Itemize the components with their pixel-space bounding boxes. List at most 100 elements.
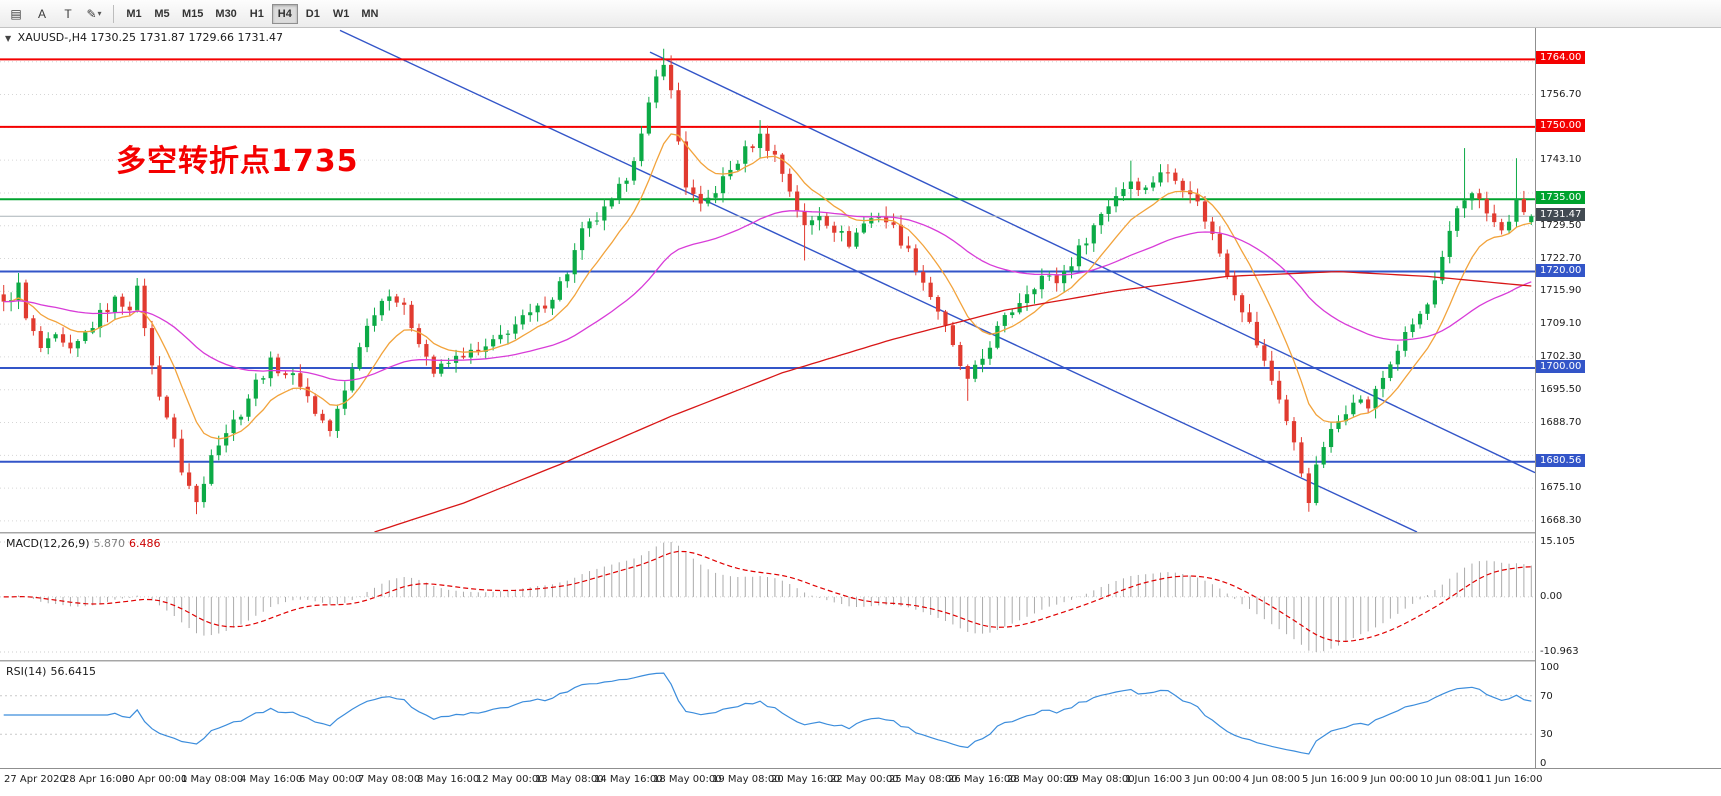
time-axis-label: 29 May 08:00 bbox=[1066, 774, 1135, 785]
rsi-axis-label: 70 bbox=[1540, 690, 1553, 702]
macd-signal-line bbox=[3, 550, 1532, 643]
drawing-tools-group: ▤ A T ✎ ▾ bbox=[3, 3, 107, 25]
rsi-axis-label: 100 bbox=[1540, 662, 1560, 673]
price-axis-label: 1709.10 bbox=[1540, 318, 1582, 330]
price-axis-label: 1702.30 bbox=[1540, 350, 1582, 362]
time-axis-label: 8 May 16:00 bbox=[417, 774, 480, 785]
rsi-axis-label: 30 bbox=[1540, 729, 1553, 741]
rsi-indicator-label: RSI(14) 56.6415 bbox=[6, 665, 96, 678]
toolbar: ▤ A T ✎ ▾ M1 M5 M15 M30 H1 H4 D1 W1 MN bbox=[0, 0, 1721, 28]
timeframe-h4[interactable]: H4 bbox=[271, 3, 298, 24]
timeframe-group: M1 M5 M15 M30 H1 H4 D1 W1 MN bbox=[120, 3, 384, 24]
time-axis-label: 11 Jun 16:00 bbox=[1479, 774, 1543, 785]
price-axis-label: 1715.90 bbox=[1540, 285, 1582, 297]
time-axis-label: 18 May 00:00 bbox=[653, 774, 722, 785]
time-axis-label: 14 May 16:00 bbox=[594, 774, 663, 785]
time-axis-label: 9 Jun 00:00 bbox=[1361, 774, 1419, 785]
charts-bar-tool[interactable]: ▤ bbox=[3, 3, 29, 25]
price-axis-label: 1695.50 bbox=[1540, 383, 1582, 395]
charts-bar-tool-icon: ▤ bbox=[10, 6, 22, 21]
time-axis-label: 5 Jun 16:00 bbox=[1302, 774, 1360, 785]
text-tool-icon: A bbox=[37, 6, 46, 21]
descending-trendline[interactable] bbox=[339, 29, 1418, 532]
price-axis-label: 1668.30 bbox=[1540, 514, 1582, 526]
level-price-badge-1700.00: 1700.00 bbox=[1536, 360, 1586, 374]
toolbar-separator bbox=[113, 4, 114, 23]
candles bbox=[1, 48, 1534, 515]
time-axis-label: 19 May 08:00 bbox=[712, 774, 781, 785]
macd-axis-label: -10.963 bbox=[1540, 646, 1579, 657]
macd-main-value: 5.870 bbox=[93, 537, 126, 550]
timeframe-d1[interactable]: D1 bbox=[300, 4, 326, 24]
price-axis-label: 1722.70 bbox=[1540, 252, 1582, 264]
macd-axis-label: 0.00 bbox=[1540, 590, 1563, 602]
timeframe-m1[interactable]: M1 bbox=[121, 4, 147, 24]
time-axis-label: 28 May 00:00 bbox=[1007, 774, 1076, 785]
time-axis-label: 20 May 16:00 bbox=[771, 774, 840, 785]
macd-label-text: MACD(12,26,9) bbox=[6, 537, 90, 550]
macd-indicator-label: MACD(12,26,9) 5.870 6.486 bbox=[6, 537, 161, 550]
time-axis-label: 1 May 08:00 bbox=[181, 774, 244, 785]
label-tool[interactable]: T bbox=[55, 3, 81, 25]
symbol-line: ▼ XAUUSD-,H4 1730.25 1731.87 1729.66 173… bbox=[5, 31, 283, 44]
shapes-tool[interactable]: ✎ ▾ bbox=[81, 3, 107, 25]
panel-separator[interactable] bbox=[0, 660, 1721, 662]
time-axis-label: 4 May 16:00 bbox=[240, 774, 303, 785]
price-axis-label: 1743.10 bbox=[1540, 154, 1582, 166]
level-price-badge-1735.00: 1735.00 bbox=[1536, 191, 1586, 205]
timeframe-m15[interactable]: M15 bbox=[177, 4, 208, 24]
rsi-panel[interactable] bbox=[0, 662, 1535, 768]
level-price-badge-1720.00: 1720.00 bbox=[1536, 263, 1586, 277]
level-price-badge-1680.56: 1680.56 bbox=[1536, 453, 1586, 467]
text-tool[interactable]: A bbox=[29, 3, 55, 25]
current-price-badge: 1731.47 bbox=[1536, 208, 1586, 222]
price-axis-label: 1688.70 bbox=[1540, 416, 1582, 428]
timeframe-m5[interactable]: M5 bbox=[149, 4, 175, 24]
time-axis-label: 3 Jun 00:00 bbox=[1184, 774, 1242, 785]
panel-separator[interactable] bbox=[0, 532, 1721, 534]
time-axis-label: 12 May 00:00 bbox=[476, 774, 545, 785]
macd-axis-label: 15.105 bbox=[1540, 536, 1575, 547]
dropdown-caret-icon: ▾ bbox=[97, 9, 102, 18]
collapse-icon[interactable]: ▼ bbox=[5, 34, 12, 43]
descending-trendline[interactable] bbox=[649, 51, 1535, 474]
price-axis[interactable] bbox=[1535, 28, 1721, 768]
main-chart-panel[interactable] bbox=[0, 28, 1535, 532]
time-axis-label: 27 Apr 2020 bbox=[4, 774, 66, 785]
time-axis-label: 22 May 00:00 bbox=[830, 774, 899, 785]
shapes-tool-icon: ✎ bbox=[86, 6, 97, 21]
macd-panel[interactable] bbox=[0, 534, 1535, 660]
symbol-ohlc-text: XAUUSD-,H4 1730.25 1731.87 1729.66 1731.… bbox=[17, 31, 283, 44]
time-axis-label: 28 Apr 16:00 bbox=[63, 774, 129, 785]
timeframe-mn[interactable]: MN bbox=[356, 4, 383, 24]
ma-mid bbox=[3, 210, 1532, 382]
price-axis-label: 1675.10 bbox=[1540, 482, 1582, 494]
rsi-axis-label: 0 bbox=[1540, 758, 1547, 769]
ma-slow bbox=[374, 270, 1532, 532]
price-axis-label: 1756.70 bbox=[1540, 88, 1582, 100]
time-axis-label: 7 May 08:00 bbox=[358, 774, 421, 785]
rsi-line bbox=[3, 672, 1532, 755]
timeframe-w1[interactable]: W1 bbox=[328, 4, 355, 24]
chart-area: 27 Apr 2020 28 Apr 16:00 30 Apr 00:00 1 May… bbox=[0, 28, 1721, 796]
rsi-label-text: RSI(14) bbox=[6, 665, 47, 678]
timeframe-h1[interactable]: H1 bbox=[244, 4, 270, 24]
ma-fast bbox=[3, 133, 1532, 440]
time-axis-label: 10 Jun 08:00 bbox=[1420, 774, 1484, 785]
time-axis-label: 4 Jun 08:00 bbox=[1243, 774, 1301, 785]
time-axis-label: 30 Apr 00:00 bbox=[122, 774, 188, 785]
time-axis-label: 13 May 08:00 bbox=[535, 774, 604, 785]
chart-annotation-text[interactable]: 多空转折点1735 bbox=[116, 144, 359, 179]
level-price-badge-1764.00: 1764.00 bbox=[1536, 51, 1586, 65]
time-axis-label: 1 Jun 16:00 bbox=[1125, 774, 1183, 785]
macd-signal-value: 6.486 bbox=[129, 537, 161, 550]
price-axis-label: 1729.50 bbox=[1540, 219, 1582, 231]
time-axis-label: 6 May 00:00 bbox=[299, 774, 362, 785]
label-tool-icon: T bbox=[64, 6, 72, 21]
time-axis[interactable]: 27 Apr 2020 28 Apr 16:00 30 Apr 00:00 1 May… bbox=[0, 768, 1721, 796]
level-price-badge-1750.00: 1750.00 bbox=[1536, 118, 1586, 132]
timeframe-m30[interactable]: M30 bbox=[210, 4, 241, 24]
rsi-value: 56.6415 bbox=[50, 665, 96, 678]
time-axis-label: 25 May 08:00 bbox=[889, 774, 958, 785]
